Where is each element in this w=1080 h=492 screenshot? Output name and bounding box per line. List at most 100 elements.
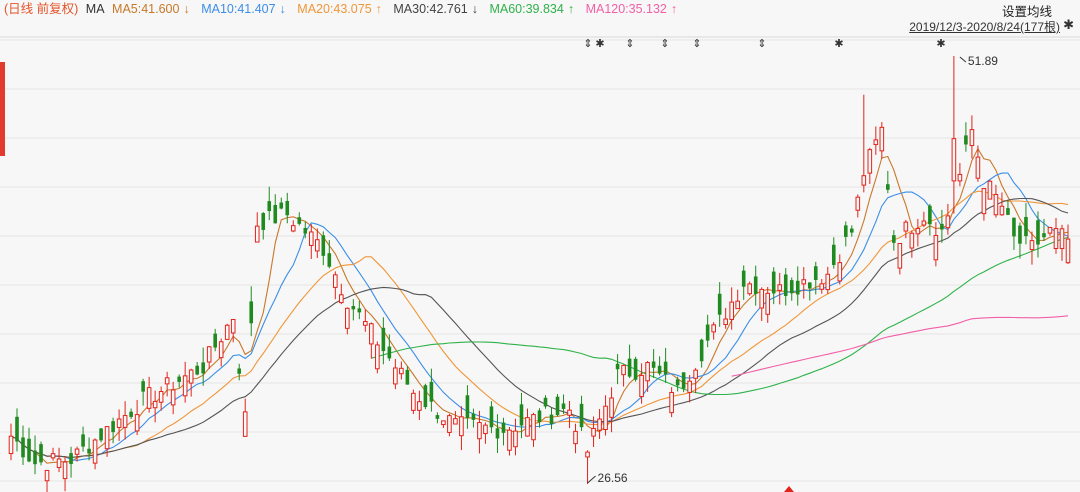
candle-body	[1018, 225, 1022, 244]
candle-body	[964, 135, 968, 145]
candle-body	[423, 385, 428, 408]
ma-label[interactable]: MA	[85, 2, 105, 16]
candle-body	[807, 282, 812, 289]
candle-body	[230, 318, 236, 334]
candle-body	[585, 451, 590, 458]
pin-icon[interactable]: ✱	[1063, 17, 1074, 32]
legend-ma20[interactable]: MA20:43.075 ↑	[297, 2, 382, 16]
candle-body	[303, 227, 308, 234]
candle-body	[297, 217, 302, 224]
candle-body	[693, 369, 698, 379]
legend-ma10[interactable]: MA10:41.407 ↓	[201, 2, 286, 16]
candle-body	[507, 429, 512, 451]
event-marker: ⇕	[583, 37, 592, 50]
candle-body	[657, 365, 662, 374]
set-ma-button[interactable]: 设置均线	[1001, 5, 1052, 19]
candle-body	[441, 420, 446, 426]
candle-body	[483, 424, 488, 435]
event-marker: ⇕	[660, 37, 669, 50]
candle-body	[177, 376, 181, 382]
arrow-up-icon: ↑	[375, 2, 382, 16]
candle-body	[886, 184, 890, 190]
candle-body	[1024, 216, 1028, 237]
candle-body	[92, 439, 98, 464]
candle-body	[87, 448, 91, 454]
candle-body	[27, 438, 31, 462]
candle-body	[375, 344, 380, 370]
candle-body	[771, 271, 776, 294]
candle-body	[339, 294, 344, 304]
event-marker: ⇕	[757, 37, 766, 50]
candle-body	[56, 458, 62, 468]
chart-title: (日线 前复权)	[4, 2, 79, 16]
candle-body	[915, 227, 921, 235]
candle-body	[267, 201, 272, 212]
legend-ma60[interactable]: MA60:39.834 ↑	[489, 2, 575, 16]
legend-ma30[interactable]: MA30:42.761 ↓	[393, 2, 478, 16]
candle-body	[753, 276, 758, 294]
candle-body	[813, 266, 818, 280]
candle-body	[735, 300, 740, 310]
ma-line-ma30	[10, 197, 1069, 459]
candle-body	[387, 346, 392, 359]
candle-body	[537, 410, 542, 423]
candle-body	[663, 361, 668, 375]
candle-body	[321, 235, 326, 256]
candle-body	[188, 369, 194, 384]
ma-legend: (日线 前复权) MA MA5:41.600 ↓ MA10:41.407 ↓ MA2…	[4, 0, 685, 18]
candle-body	[957, 173, 963, 182]
candle-body	[987, 180, 993, 200]
candle-body	[21, 437, 25, 458]
candle-body	[711, 324, 716, 333]
candle-body	[357, 308, 362, 313]
candle-body	[1036, 220, 1040, 245]
candle-body	[843, 225, 848, 237]
candle-body	[405, 369, 410, 385]
candle-body	[170, 389, 176, 406]
candle-body	[69, 453, 73, 465]
candle-body	[909, 232, 915, 249]
candle-body	[789, 280, 794, 294]
event-marker: ✱	[834, 37, 843, 50]
candle-body	[195, 365, 199, 375]
candle-body	[1059, 228, 1065, 250]
bottom-marker	[784, 486, 794, 492]
candle-body	[861, 175, 867, 186]
candle-body	[945, 215, 951, 229]
event-marker: ⇕	[692, 37, 701, 50]
candle-body	[333, 274, 338, 288]
legend-ma120[interactable]: MA120:35.132 ↑	[585, 2, 678, 16]
candle-body	[39, 444, 43, 463]
candle-body	[928, 205, 932, 225]
candle-body	[363, 321, 368, 326]
candle-body	[146, 387, 152, 409]
candle-body	[633, 358, 638, 380]
candle-body	[33, 450, 37, 465]
date-range-label[interactable]: 2019/12/3-2020/8/24(177根)	[909, 20, 1060, 34]
candle-body	[897, 243, 903, 269]
candle-body	[81, 434, 85, 447]
candle-body	[933, 234, 939, 261]
candle-body	[501, 422, 506, 433]
candle-body	[152, 400, 158, 409]
high-label: 51.89	[968, 54, 998, 68]
candle-body	[104, 426, 110, 450]
legend-ma5[interactable]: MA5:41.600 ↓	[112, 2, 190, 16]
candle-body	[218, 341, 224, 359]
candle-body	[111, 421, 115, 433]
candle-body	[399, 367, 404, 375]
candle-body	[717, 293, 722, 315]
event-marker: ⇕	[625, 37, 634, 50]
arrow-down-icon: ↓	[279, 2, 286, 16]
candle-body	[892, 235, 896, 243]
arrow-down-icon: ↓	[471, 2, 478, 16]
candle-body	[273, 204, 278, 224]
candle-body	[879, 126, 885, 152]
candle-body	[903, 221, 909, 232]
candle-body	[531, 414, 536, 441]
low-pointer	[587, 475, 596, 484]
candle-body	[459, 416, 464, 437]
candle-body	[681, 372, 686, 389]
candle-body	[393, 367, 398, 385]
candle-body	[290, 225, 296, 232]
